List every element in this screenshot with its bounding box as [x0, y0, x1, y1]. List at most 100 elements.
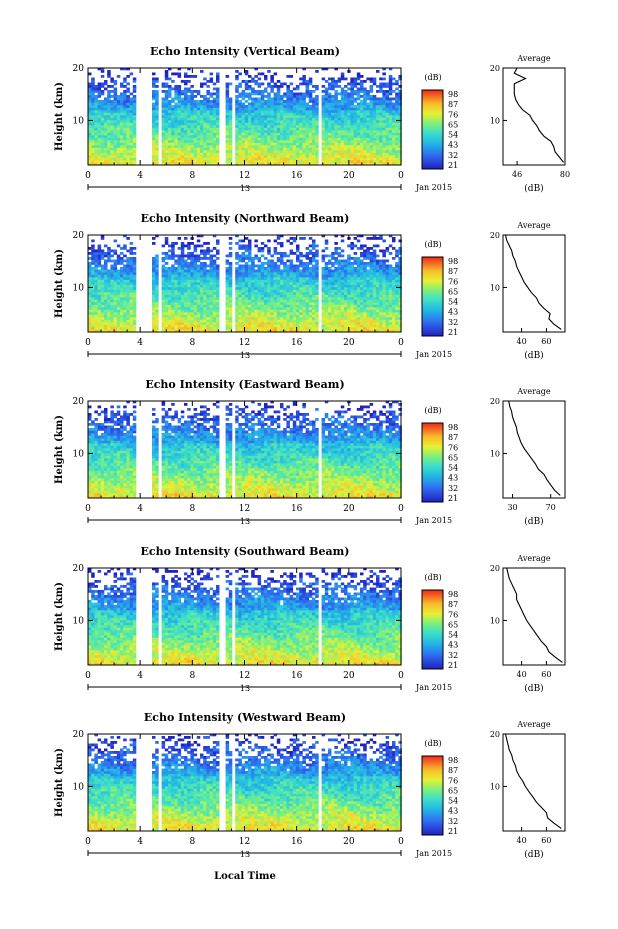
heatmap-cell: [206, 324, 210, 328]
heatmap-cell: [350, 112, 354, 116]
heatmap-cell: [392, 314, 396, 318]
heatmap-cell: [328, 100, 332, 103]
heatmap-cell: [190, 140, 194, 143]
heatmap-cell: [193, 274, 198, 278]
heatmap-cell: [296, 324, 300, 328]
heatmap-cell: [200, 122, 204, 126]
heatmap-cell: [206, 319, 210, 323]
heatmap-cell: [395, 95, 399, 98]
heatmap-cell: [152, 329, 156, 333]
heatmap-cell: [321, 142, 326, 146]
heatmap-cell: [270, 324, 274, 328]
heatmap-cell: [376, 160, 380, 163]
heatmap-cell: [190, 294, 194, 298]
heatmap-cell: [280, 97, 284, 101]
heatmap-cell: [132, 107, 137, 111]
heatmap-cell: [276, 110, 281, 113]
heatmap-cell: [235, 122, 239, 126]
heatmap-cell: [347, 277, 351, 280]
heatmap-cell: [283, 152, 287, 156]
heatmap-cell: [398, 147, 402, 151]
heatmap-cell: [392, 292, 396, 295]
heatmap-cell: [324, 137, 329, 141]
heatmap-cell: [283, 317, 287, 320]
heatmap-cell: [104, 312, 108, 315]
heatmap-cell: [251, 112, 255, 116]
heatmap-cell: [372, 160, 377, 163]
heatmap-cell: [225, 120, 230, 123]
heatmap-cell: [305, 137, 310, 141]
heatmap-cell: [164, 160, 169, 163]
heatmap-cell: [398, 299, 402, 303]
heatmap-cell: [344, 110, 348, 113]
heatmap-cell: [164, 287, 169, 290]
heatmap-cell: [203, 304, 207, 308]
heatmap-cell: [187, 294, 191, 298]
heatmap-cell: [264, 115, 268, 118]
heatmap-cell: [171, 150, 175, 153]
heatmap-cell: [276, 314, 281, 318]
heatmap-cell: [155, 130, 159, 133]
heatmap-cell: [286, 102, 290, 106]
heatmap-cell: [379, 100, 383, 103]
heatmap-cell: [104, 162, 108, 166]
heatmap-cell: [312, 317, 316, 320]
heatmap-cell: [132, 142, 137, 146]
heatmap-cell: [363, 112, 367, 116]
heatmap-cell: [289, 324, 294, 328]
heatmap-cell: [244, 282, 249, 285]
heatmap-cell: [200, 95, 204, 98]
heatmap-cell: [363, 294, 367, 298]
heatmap-cell: [353, 137, 358, 141]
heatmap-cell: [292, 112, 297, 116]
heatmap-cell: [228, 274, 233, 278]
heatmap-cell: [388, 87, 393, 91]
heatmap-cell: [369, 317, 374, 320]
heatmap-cell: [340, 299, 345, 303]
heatmap-cell: [126, 150, 130, 153]
heatmap-cell: [273, 307, 278, 310]
heatmap-cell: [120, 292, 124, 295]
heatmap-cell: [110, 127, 114, 131]
heatmap-cell: [248, 289, 252, 293]
heatmap-cell: [212, 317, 217, 320]
heatmap-cell: [385, 102, 390, 106]
heatmap-cell: [177, 85, 182, 88]
heatmap-cell: [225, 272, 230, 275]
heatmap-cell: [388, 317, 393, 320]
heatmap-cell: [238, 107, 242, 111]
heatmap-cell: [164, 292, 169, 295]
heatmap-cell: [254, 140, 258, 143]
heatmap-cell: [209, 92, 214, 96]
heatmap-cell: [177, 287, 182, 290]
heatmap-cell: [321, 85, 326, 88]
heatmap-cell: [299, 329, 303, 333]
average-x-tick-label: 46: [512, 170, 522, 179]
heatmap-cell: [379, 304, 383, 308]
heatmap-cell: [276, 160, 281, 163]
heatmap-cell: [385, 279, 390, 283]
heatmap-cell: [174, 289, 178, 293]
heatmap-cell: [161, 324, 166, 328]
heatmap-cell: [187, 117, 191, 121]
heatmap-cell: [270, 304, 274, 308]
heatmap-cell: [126, 324, 130, 328]
heatmap-cell: [200, 145, 204, 148]
heatmap-cell: [299, 132, 303, 136]
heatmap-cell: [328, 87, 332, 91]
heatmap-cell: [312, 150, 316, 153]
heatmap-cell: [235, 327, 239, 330]
heatmap-cell: [200, 309, 204, 313]
heatmap-cell: [228, 97, 233, 101]
heatmap-cell: [363, 90, 367, 93]
heatmap-cell: [228, 142, 233, 146]
heatmap-cell: [180, 319, 185, 323]
heatmap-cell: [398, 140, 402, 143]
heatmap-cell: [280, 292, 284, 295]
heatmap-cell: [369, 110, 374, 113]
heatmap-cell: [347, 152, 351, 156]
heatmap-cell: [190, 319, 194, 323]
heatmap-cell: [372, 112, 377, 116]
heatmap-cell: [260, 120, 265, 123]
heatmap-cell: [302, 157, 306, 161]
